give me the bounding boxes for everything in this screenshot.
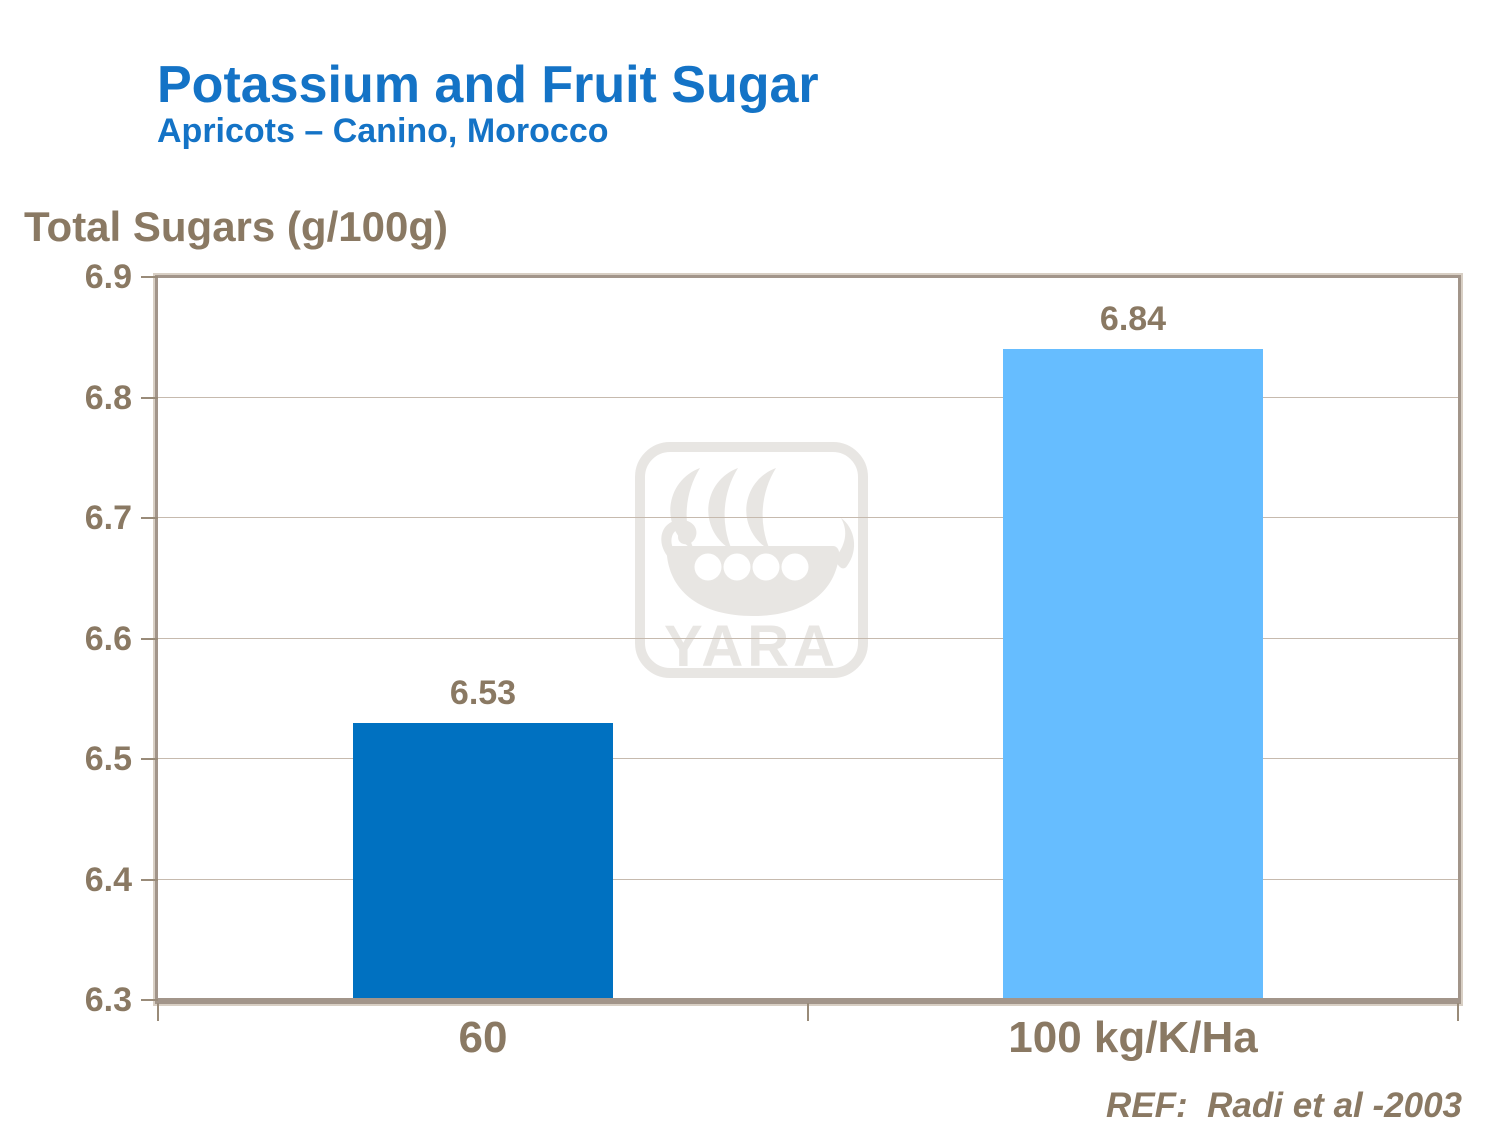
x-tick-mark [807, 1003, 809, 1021]
gridline [158, 396, 1458, 398]
gridline [158, 637, 1458, 639]
x-category-label: 100 kg/K/Ha [1008, 1013, 1258, 1062]
y-tick-mark [141, 517, 158, 519]
chart-subtitle: Apricots – Canino, Morocco [157, 112, 609, 150]
x-tick-mark [1457, 1003, 1459, 1021]
yara-watermark-logo: YARA [635, 442, 868, 679]
y-tick-label: 6.6 [84, 619, 132, 658]
bar [353, 722, 613, 1000]
y-tick-mark [141, 999, 158, 1001]
y-tick-mark [141, 758, 158, 760]
y-tick-label: 6.4 [84, 860, 132, 899]
shield-icon [694, 553, 722, 581]
sail-crescent-icon [746, 468, 776, 550]
y-tick-label: 6.8 [84, 378, 132, 417]
watermark-rounded-frame [635, 442, 868, 678]
chart-title: Potassium and Fruit Sugar [157, 56, 819, 114]
bar-value-label: 6.53 [449, 673, 517, 712]
shield-icon [752, 553, 780, 581]
x-tick-mark [157, 1003, 159, 1021]
sail-crescent-icon [708, 468, 738, 550]
bar [1003, 349, 1263, 1000]
y-tick-label: 6.9 [84, 258, 132, 296]
ship-stern-icon [835, 518, 855, 569]
gridline [158, 878, 1458, 880]
x-category-label: 60 [458, 1013, 508, 1062]
y-tick-mark [141, 396, 158, 399]
y-tick-mark [141, 878, 158, 881]
y-tick-label: 6.7 [84, 499, 132, 537]
shield-icon [781, 553, 809, 581]
y-tick-label: 6.5 [84, 740, 132, 778]
reference-text: REF: Radi et al -2003 [1106, 1086, 1462, 1125]
gridline [158, 758, 1458, 759]
shield-icon [723, 553, 751, 581]
y-axis-title: Total Sugars (g/100g) [24, 203, 448, 250]
y-tick-mark [141, 637, 158, 640]
watermark-brand-text: YARA [664, 614, 839, 679]
y-tick-mark [141, 276, 158, 278]
y-tick-label: 6.3 [84, 981, 132, 1019]
gridline [158, 517, 1458, 518]
bar-value-label: 6.84 [1099, 300, 1167, 339]
ship-hull-icon [666, 546, 840, 616]
